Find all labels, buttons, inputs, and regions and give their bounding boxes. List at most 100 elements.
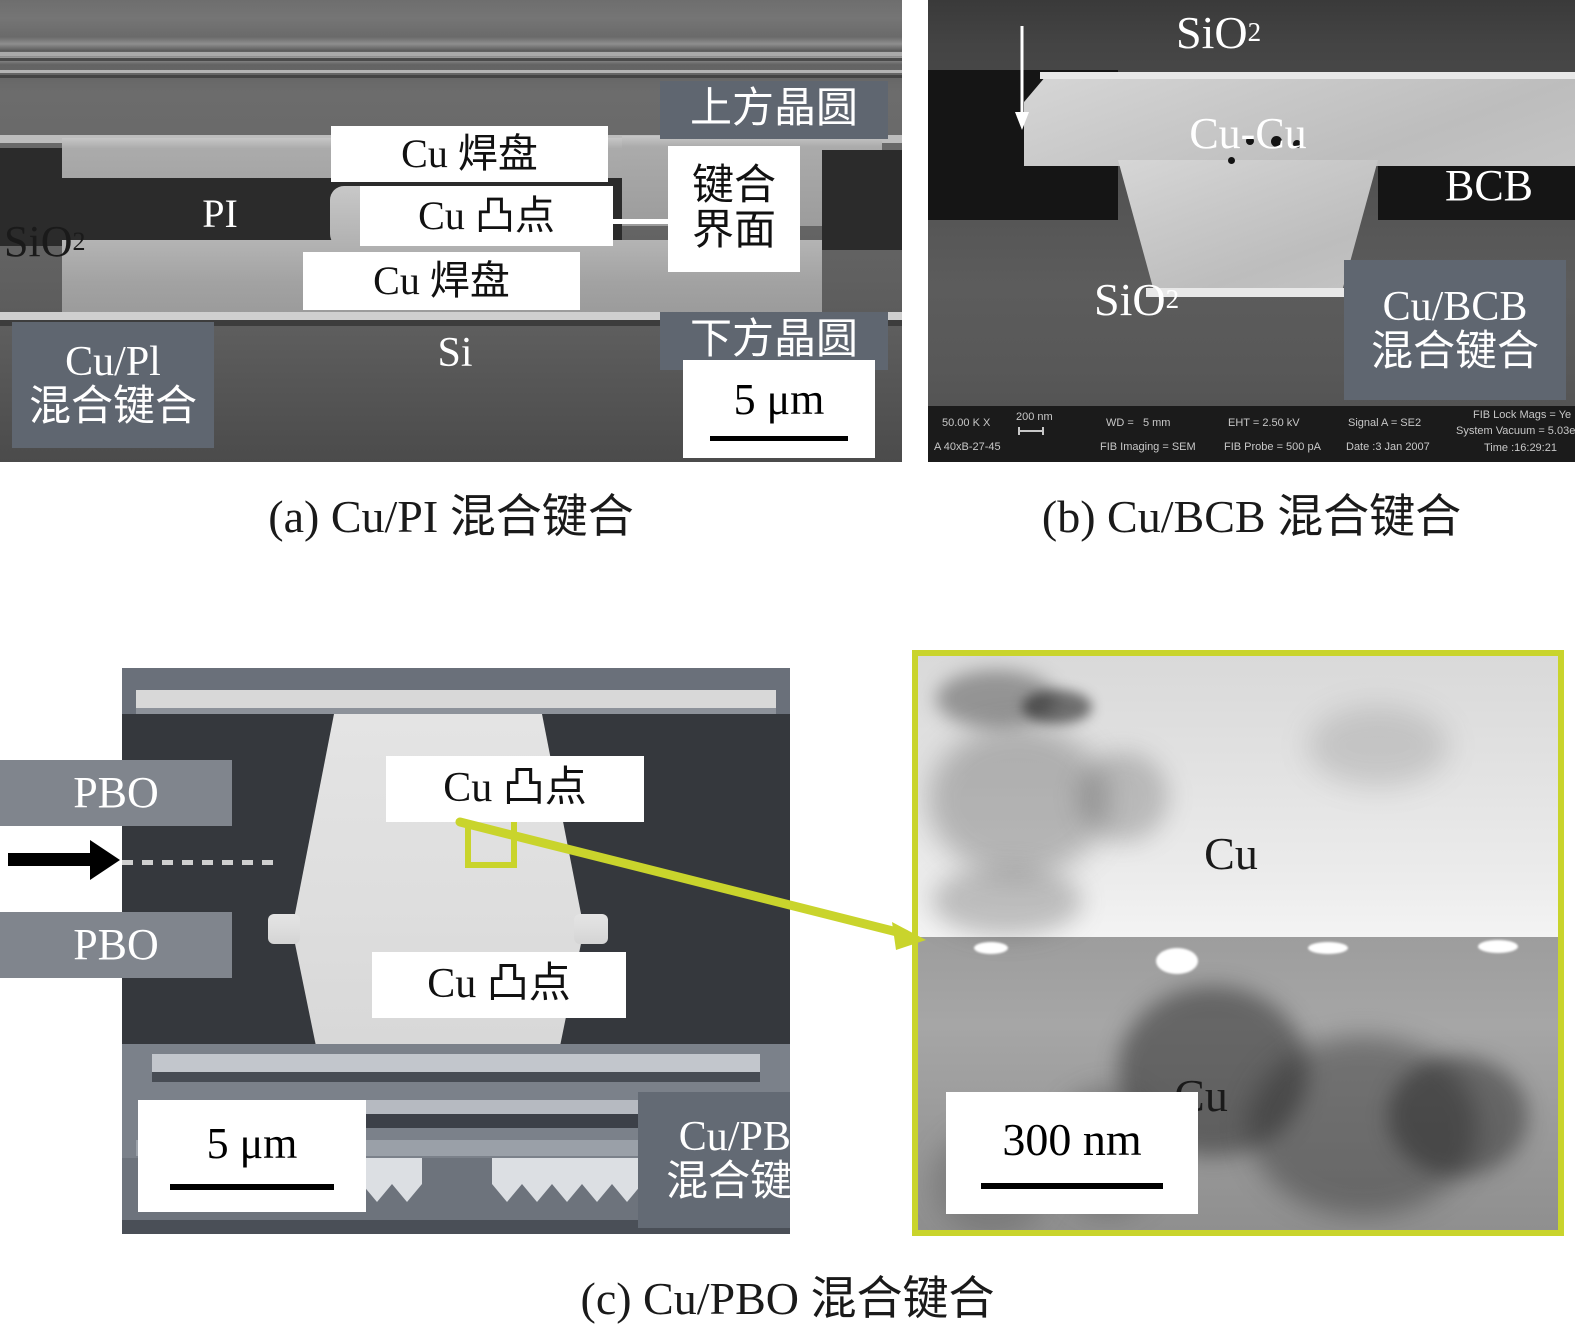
inset-seam-void bbox=[1478, 940, 1518, 953]
panel-c-scalebar: 5 μm bbox=[138, 1100, 366, 1212]
infobar-scale-tick bbox=[1018, 427, 1044, 435]
inset-grain-speckle bbox=[1078, 752, 1168, 842]
panel-c-bond-plane-nub-left bbox=[268, 914, 300, 944]
panel-a-badge-line1: Cu/Pl bbox=[65, 338, 161, 385]
panel-b-void-4 bbox=[1228, 157, 1235, 164]
panel-b-cu-top-highlight bbox=[1040, 72, 1575, 79]
infobar-scale-value: 200 nm bbox=[1016, 411, 1053, 423]
panel-c-badge: Cu/PBO 混合键合 bbox=[638, 1092, 790, 1228]
panel-c-inset-micrograph: Cu Cu 300 nm bbox=[912, 650, 1564, 1236]
panel-c-label-cu-bump-upper: Cu 凸点 bbox=[386, 756, 644, 822]
inset-grain-speckle bbox=[1022, 690, 1092, 724]
inset-grain-speckle bbox=[1248, 1036, 1478, 1216]
infobar-signal: Signal A = SE2 bbox=[1348, 417, 1422, 429]
inset-grain-speckle bbox=[932, 866, 1082, 936]
panel-a-pi-layer-left bbox=[0, 148, 62, 246]
inset-scalebar-unit: nm bbox=[1082, 1114, 1142, 1165]
panel-b-void-2 bbox=[1271, 136, 1282, 147]
infobar-mag: 50.00 K X bbox=[942, 417, 991, 429]
panel-a-badge: Cu/Pl 混合键合 bbox=[12, 322, 214, 448]
panel-b-label-sio2-bottom-text: SiO bbox=[1094, 274, 1166, 325]
panel-a-label-sio2-text: SiO bbox=[4, 217, 73, 266]
panel-c-badge-line1: Cu/PBO bbox=[678, 1113, 790, 1160]
inset-scalebar-rule bbox=[981, 1183, 1163, 1189]
panel-c-metal-band-gap bbox=[152, 1072, 760, 1082]
panel-a-label-cu-pad-bottom: Cu 焊盘 bbox=[303, 252, 580, 310]
infobar-system-vacuum: System Vacuum = 5.03e bbox=[1456, 425, 1575, 437]
panel-a-lower-oxide-shadow bbox=[0, 320, 902, 326]
panel-c-bond-plane-dashed-line bbox=[122, 860, 274, 865]
panel-a-top-layer-line-3 bbox=[0, 70, 902, 73]
panel-b-label-sio2-top-text: SiO bbox=[1176, 7, 1248, 58]
panel-c-badge-line2: 混合键合 bbox=[665, 1159, 790, 1205]
panel-a-label-cu-pad-top: Cu 焊盘 bbox=[331, 126, 608, 182]
panel-c-bond-plane-arrow-head bbox=[90, 840, 120, 880]
infobar-fib-probe: FIB Probe = 500 pA bbox=[1224, 441, 1321, 453]
panel-c-bond-plane-arrow-shaft bbox=[8, 853, 92, 866]
infobar-fib-imaging: FIB Imaging = SEM bbox=[1100, 441, 1196, 453]
panel-b-label-sio2-bottom-subscript: 2 bbox=[1165, 284, 1180, 315]
panel-c-bond-plane-nub-right bbox=[574, 914, 608, 944]
panel-a-label-sio2: SiO 2 bbox=[4, 218, 85, 266]
infobar-date: Date :3 Jan 2007 bbox=[1346, 441, 1430, 453]
panel-b-badge: Cu/BCB 混合键合 bbox=[1344, 260, 1566, 400]
panel-a-top-layer-line-1 bbox=[0, 52, 902, 56]
panel-c-label-pbo-upper: PBO bbox=[0, 760, 232, 826]
panel-c-label-cu-bump-lower: Cu 凸点 bbox=[372, 952, 626, 1018]
inset-seam-void bbox=[1308, 942, 1348, 954]
panel-a-label-upper-wafer: 上方晶圆 bbox=[660, 81, 888, 139]
inset-scalebar-value: 300 bbox=[1002, 1114, 1072, 1165]
panel-b-label-sio2-top: SiO 2 bbox=[1176, 8, 1261, 58]
inset-grain-speckle bbox=[1388, 1056, 1528, 1176]
panel-a-pi-layer-right bbox=[822, 150, 902, 250]
panel-b-label-bcb: BCB bbox=[1444, 161, 1534, 211]
panel-a-top-layer-line-4 bbox=[0, 75, 902, 78]
panel-b-label-sio2-bottom: SiO 2 bbox=[1094, 275, 1179, 325]
inset-scalebar: 300 nm bbox=[946, 1092, 1198, 1214]
panel-c-scalebar-unit: μm bbox=[239, 1119, 298, 1168]
panel-a-scalebar-rule bbox=[709, 435, 849, 441]
panel-b-cu-bottom-highlight bbox=[1146, 288, 1346, 297]
panel-b-void-3 bbox=[1293, 140, 1301, 148]
panel-a-micrograph: SiO 2 PI Si Cu 焊盘 Cu 凸点 Cu 焊盘 上方晶圆 下方晶圆 键… bbox=[0, 0, 902, 462]
panel-a-scalebar: 5 μm bbox=[683, 360, 875, 458]
panel-a-caption: (a) Cu/PI 混合键合 bbox=[268, 491, 634, 542]
panel-a-top-layer-line-2 bbox=[0, 58, 902, 61]
panel-b-sem-infobar: 50.00 K X 200 nm A 40xB-27-45 WD = 5 mm … bbox=[928, 406, 1575, 462]
panel-c-scalebar-value: 5 bbox=[206, 1119, 229, 1168]
panel-a-bond-interface-line2: 界面 bbox=[691, 208, 776, 254]
panel-a-label-cu-bump: Cu 凸点 bbox=[360, 186, 613, 246]
panel-a-badge-line2: 混合键合 bbox=[28, 384, 197, 430]
panel-b-cu-trapezoid bbox=[1118, 160, 1378, 295]
panel-b-micrograph: 50.00 K X 200 nm A 40xB-27-45 WD = 5 mm … bbox=[928, 0, 1575, 462]
panel-b-label-cu-cu: Cu-Cu bbox=[1189, 109, 1307, 159]
panel-a-label-sio2-subscript: 2 bbox=[72, 226, 86, 256]
panel-c-callout-leader-line bbox=[455, 817, 926, 950]
inset-grain-speckle bbox=[1308, 706, 1448, 786]
panel-a-scalebar-text: 5 μm bbox=[734, 374, 825, 424]
panel-c-scalebar-rule bbox=[169, 1184, 335, 1190]
panel-b-label-sio2-top-subscript: 2 bbox=[1247, 17, 1262, 48]
panel-a-lower-oxide-band bbox=[0, 312, 902, 321]
panel-b-edge-arrow bbox=[1015, 26, 1029, 130]
panel-c-scalebar-text: 5 μm bbox=[207, 1122, 298, 1166]
panel-b-void-1 bbox=[1246, 137, 1254, 145]
infobar-wd: WD = 5 mm bbox=[1106, 417, 1171, 429]
inset-seam-void bbox=[1156, 948, 1198, 974]
panel-a-bond-interface-line1: 键合 bbox=[691, 162, 776, 209]
infobar-fib-lock-mags: FIB Lock Mags = Ye bbox=[1473, 409, 1572, 421]
panel-b-badge-line2: 混合键合 bbox=[1370, 329, 1539, 375]
panel-b-badge-line1: Cu/BCB bbox=[1382, 283, 1528, 330]
infobar-eht: EHT = 2.50 kV bbox=[1228, 417, 1300, 429]
panel-c-top-metal-strip bbox=[136, 690, 776, 708]
panel-c-micrograph: Cu 凸点 Cu 凸点 Cu/PBO 混合键合 5 μm bbox=[122, 668, 790, 1234]
inset-scalebar-text: 300 nm bbox=[1002, 1117, 1141, 1163]
inset-grain-speckle bbox=[928, 726, 1108, 876]
panel-b-cu-region bbox=[1024, 76, 1575, 166]
inset-seam-void bbox=[974, 942, 1008, 954]
panel-a-label-bond-interface: 键合 界面 bbox=[668, 146, 800, 272]
inset-label-cu-top: Cu bbox=[1204, 828, 1258, 880]
panel-a-scalebar-unit: μm bbox=[766, 374, 825, 424]
panel-a-bond-interface-arrow-shaft bbox=[588, 219, 672, 224]
